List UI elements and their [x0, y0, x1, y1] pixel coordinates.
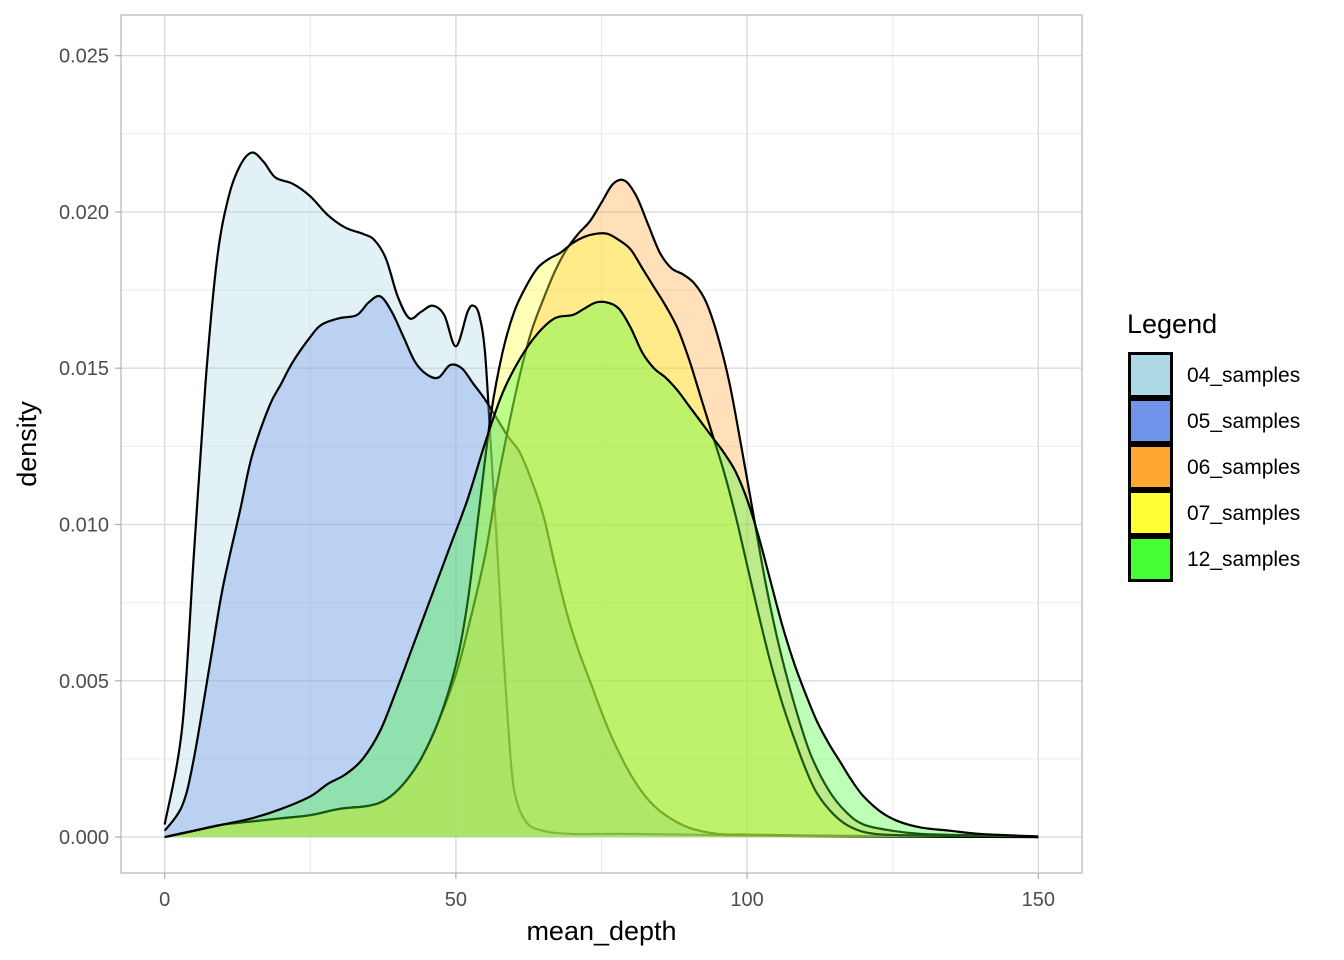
minor-gridlines — [121, 15, 1082, 873]
x-axis-title: mean_depth — [526, 916, 676, 946]
y-tick-label: 0.005 — [59, 671, 109, 693]
density-line-12-samples — [164, 300, 1039, 839]
x-tick-label: 0 — [159, 889, 170, 911]
legend-title: Legend — [1127, 309, 1217, 339]
legend-label-12-samples: 12_samples — [1187, 548, 1300, 571]
x-axis-ticks: 0 50 100 150 — [159, 873, 1055, 911]
density-line-07-samples — [164, 232, 1039, 839]
density-line-04-samples — [163, 151, 1039, 839]
y-axis-title: density — [12, 401, 42, 487]
y-tick-label: 0.000 — [59, 827, 109, 849]
legend-label-07-samples: 07_samples — [1187, 502, 1300, 525]
density-area-04-samples — [164, 152, 1039, 838]
legend-label-06-samples: 06_samples — [1187, 456, 1300, 479]
density-area-12-samples — [164, 301, 1039, 838]
y-tick-label: 0.015 — [59, 358, 109, 380]
panel-border — [120, 14, 1083, 874]
density-area-07-samples — [164, 233, 1039, 838]
legend-items: 04_samples 05_samples 06_samples 07_samples… — [1128, 352, 1300, 582]
legend-label-05-samples: 05_samples — [1187, 410, 1300, 433]
density-area-06-samples — [164, 179, 1039, 838]
y-tick-label: 0.010 — [59, 514, 109, 536]
legend-key-12-samples — [1128, 536, 1173, 582]
x-tick-label: 150 — [1022, 889, 1055, 911]
legend: Legend 04_samples 05_samples 06_samples 07_… — [1127, 309, 1300, 582]
x-tick-label: 50 — [445, 889, 467, 911]
density-line-05-samples — [163, 294, 1039, 839]
density-area-05-samples — [164, 296, 1039, 838]
legend-key-05-samples — [1128, 398, 1173, 444]
legend-key-04-samples — [1128, 352, 1173, 398]
y-tick-label: 0.025 — [59, 46, 109, 68]
x-tick-label: 100 — [730, 889, 763, 911]
legend-label-04-samples: 04_samples — [1187, 364, 1300, 387]
legend-key-06-samples — [1128, 444, 1173, 490]
y-tick-label: 0.020 — [59, 202, 109, 224]
legend-key-07-samples — [1128, 490, 1173, 536]
density-areas — [163, 151, 1039, 839]
y-axis-ticks: 0.000 0.005 0.010 0.015 0.020 0.025 — [59, 46, 121, 849]
